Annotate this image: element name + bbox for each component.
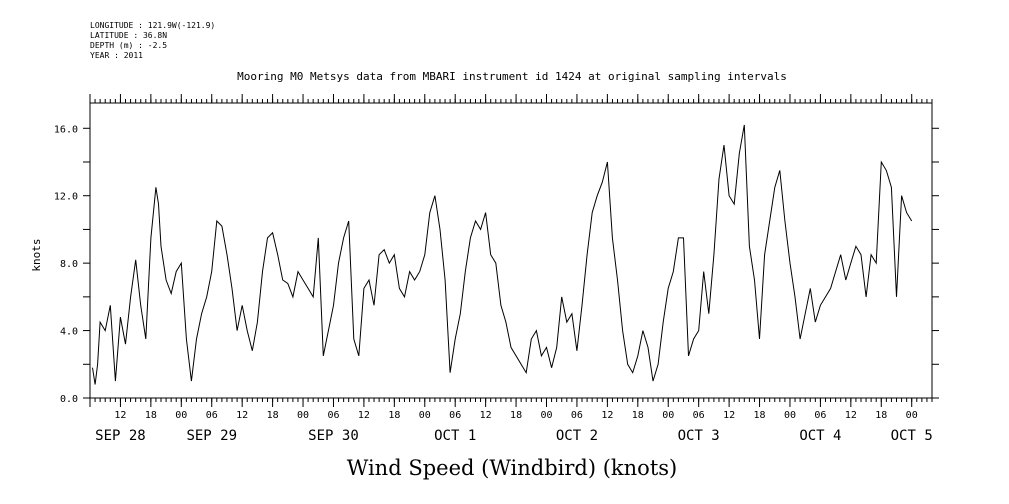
x-tick-label: 00: [540, 410, 552, 421]
x-tick-label: 00: [662, 410, 674, 421]
x-day-label: SEP 30: [308, 428, 359, 444]
metadata-block: LONGITUDE : 121.9W(-121.9) LATITUDE : 36…: [90, 21, 215, 61]
x-tick-label: 00: [297, 410, 309, 421]
x-tick-label: 12: [480, 410, 492, 421]
axis-ticks: [83, 94, 939, 407]
x-day-label: OCT 5: [891, 428, 933, 444]
y-tick-label: 4.0: [60, 327, 78, 338]
x-tick-label: 00: [175, 410, 187, 421]
y-tick-label: 0.0: [60, 394, 78, 405]
y-tick-label: 16.0: [54, 124, 78, 135]
x-tick-label: 12: [358, 410, 370, 421]
x-tick-label: 00: [784, 410, 796, 421]
x-tick-label: 06: [327, 410, 339, 421]
x-tick-label: 06: [571, 410, 583, 421]
x-tick-label: 12: [845, 410, 857, 421]
meta-year: YEAR : 2011: [90, 51, 143, 60]
chart-title: Mooring M0 Metsys data from MBARI instru…: [237, 70, 787, 83]
meta-latitude: LATITUDE : 36.8N: [90, 31, 168, 40]
x-tick-label: 06: [693, 410, 705, 421]
x-tick-label: 12: [601, 410, 613, 421]
x-day-labels: SEP 28 SEP 29 SEP 30 OCT 1 OCT 2 OCT 3 OCT 4 OC…: [95, 428, 933, 444]
x-tick-label: 00: [419, 410, 431, 421]
x-day-label: OCT 3: [678, 428, 720, 444]
y-tick-label: 8.0: [60, 259, 78, 270]
x-tick-label: 06: [449, 410, 461, 421]
x-day-label: OCT 1: [434, 428, 476, 444]
x-day-label: SEP 28: [95, 428, 146, 444]
x-tick-label: 18: [754, 410, 766, 421]
x-day-label: OCT 4: [799, 428, 841, 444]
x-tick-label: 12: [723, 410, 735, 421]
x-tick-label: 18: [388, 410, 400, 421]
x-tick-label: 18: [267, 410, 279, 421]
y-tick-label: 12.0: [54, 192, 78, 203]
x-tick-label: 18: [510, 410, 522, 421]
x-tick-label: 00: [906, 410, 918, 421]
x-axis-label: Wind Speed (Windbird) (knots): [347, 456, 677, 480]
series-line-wind-speed: [92, 124, 913, 385]
x-tick-label: 18: [875, 410, 887, 421]
plot-frame: [89, 102, 933, 399]
x-tick-label: 06: [206, 410, 218, 421]
x-tick-labels: 12 18 00 06 12 18 00 06 12 18 00 06 12 18 00 06 12 18 00 06…: [114, 410, 917, 421]
meta-longitude: LONGITUDE : 121.9W(-121.9): [90, 21, 216, 30]
x-tick-label: 06: [814, 410, 826, 421]
x-tick-label: 12: [114, 410, 126, 421]
x-day-label: OCT 2: [556, 428, 598, 444]
x-tick-label: 18: [632, 410, 644, 421]
x-tick-label: 12: [236, 410, 248, 421]
y-tick-labels: 0.0 4.0 8.0 12.0 16.0: [54, 124, 78, 405]
x-day-label: SEP 29: [186, 428, 237, 444]
x-tick-label: 18: [145, 410, 157, 421]
y-axis-label: knots: [30, 238, 43, 271]
meta-depth: DEPTH (m) : -2.5: [90, 41, 168, 50]
